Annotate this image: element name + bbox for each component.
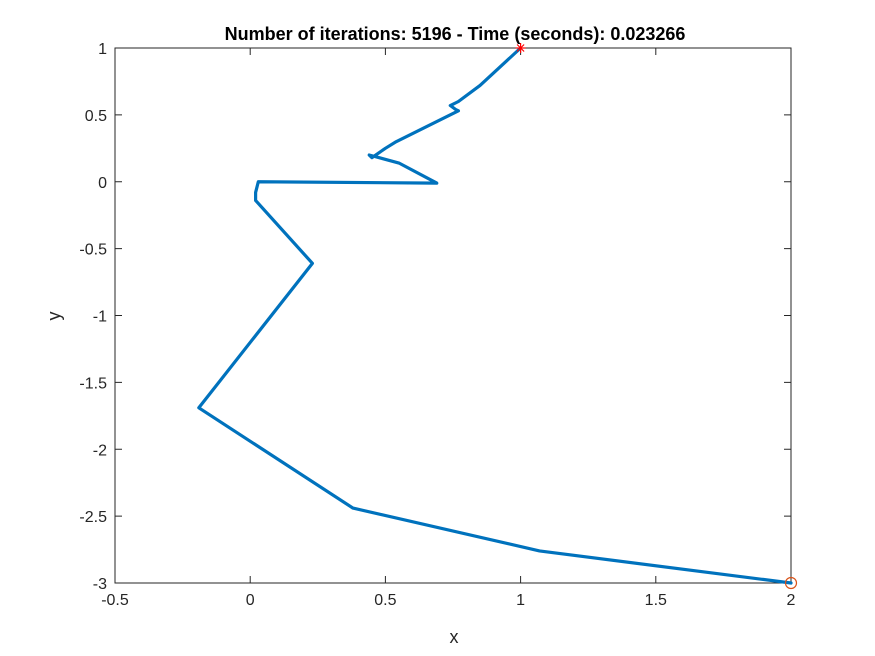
x-tick-label: 0: [246, 592, 255, 609]
y-tick-label: 0: [98, 175, 107, 192]
y-tick-label: -3: [93, 576, 107, 593]
x-tick-label: 0.5: [374, 592, 396, 609]
y-tick-label: -2: [93, 442, 107, 459]
marker-layer: [515, 43, 798, 590]
y-tick-label: -1.5: [79, 375, 107, 392]
y-tick-label: -1: [93, 309, 107, 326]
x-axis-label: x: [450, 627, 459, 647]
y-tick-labels: -3 -2.5 -2 -1.5 -1 -0.5 0 0.5 1: [79, 41, 107, 593]
y-tick-label: 1: [98, 41, 107, 58]
x-tick-label: 1.5: [645, 592, 667, 609]
x-tick-label: 2: [787, 592, 796, 609]
series-line-0: [197, 46, 793, 585]
y-tick-label: -2.5: [79, 509, 107, 526]
x-tick-labels: -0.5 0 0.5 1 1.5 2: [101, 592, 795, 609]
chart-title: Number of iterations: 5196 - Time (secon…: [225, 24, 686, 44]
x-tick-label: -0.5: [101, 592, 129, 609]
x-tick-label: 1: [516, 592, 525, 609]
y-tick-label: -0.5: [79, 242, 107, 259]
plot-area: [114, 47, 792, 584]
end-marker: [784, 576, 798, 590]
series-layer: [197, 46, 793, 585]
y-tick-label: 0.5: [85, 108, 107, 125]
y-axis-label: y: [44, 312, 64, 321]
start-marker: [515, 43, 526, 53]
